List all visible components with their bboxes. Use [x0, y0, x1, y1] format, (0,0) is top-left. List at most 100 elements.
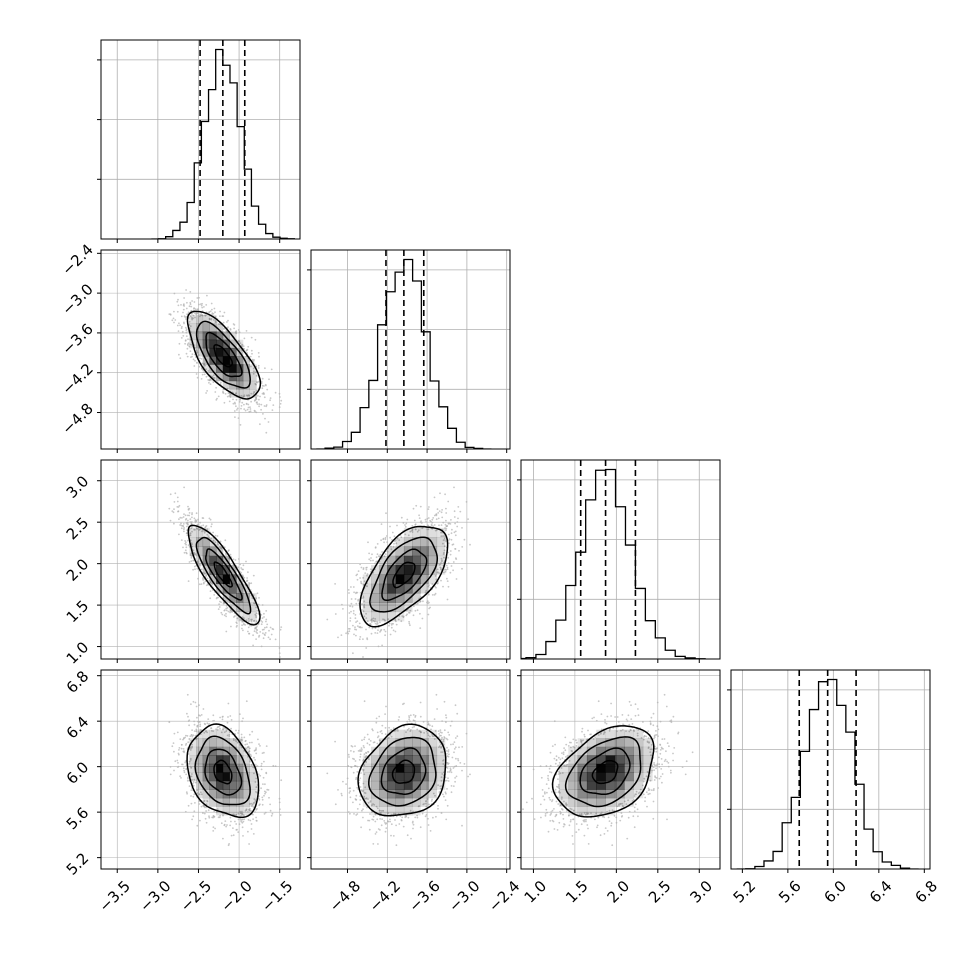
sample-point — [425, 805, 428, 808]
contour-level-1 — [213, 759, 233, 785]
sample-point — [447, 585, 450, 588]
density-cell — [196, 755, 204, 765]
sample-point — [554, 791, 557, 794]
density-cell — [189, 537, 197, 547]
sample-point — [349, 617, 352, 619]
sample-point — [272, 628, 275, 631]
sample-point — [201, 373, 204, 376]
sample-point — [270, 633, 273, 636]
sample-point — [380, 730, 383, 732]
density-cell — [202, 780, 210, 790]
sample-point — [555, 800, 558, 803]
sample-point — [420, 522, 423, 524]
sample-point — [561, 757, 564, 760]
sample-point — [551, 791, 553, 793]
sample-point — [269, 809, 272, 812]
x-tick-label: −4.8 — [326, 877, 364, 915]
sample-point — [377, 828, 380, 830]
sample-point — [438, 563, 441, 566]
sample-point — [245, 349, 248, 352]
sample-point — [341, 794, 343, 797]
sample-point — [180, 315, 183, 318]
sample-point — [426, 732, 429, 735]
sample-point — [368, 558, 371, 561]
sample-point — [363, 736, 366, 739]
sample-point — [179, 357, 182, 360]
density-cell — [403, 738, 413, 748]
sample-point — [392, 545, 395, 548]
sample-point — [362, 808, 364, 811]
sample-point — [639, 791, 641, 794]
density-cell — [229, 806, 237, 816]
density-cell — [222, 583, 230, 594]
sample-point — [438, 736, 440, 739]
sample-point — [187, 580, 190, 582]
density-cell — [222, 331, 230, 341]
sample-point — [350, 610, 352, 613]
panel-ticks — [307, 480, 508, 663]
sample-point — [190, 767, 193, 769]
density-cell — [395, 738, 405, 748]
sample-point — [246, 577, 249, 579]
sample-point — [218, 603, 221, 605]
sample-point — [429, 519, 431, 522]
sample-point — [440, 511, 443, 514]
sample-point — [565, 756, 567, 758]
sample-point — [192, 781, 195, 783]
sample-point — [232, 402, 235, 405]
sample-point — [211, 308, 213, 311]
sample-point — [257, 367, 260, 369]
density-cell — [236, 339, 244, 349]
sample-point — [255, 411, 258, 414]
sample-point — [334, 613, 337, 615]
sample-point — [204, 526, 207, 529]
sample-point — [368, 552, 370, 555]
sample-point — [195, 728, 198, 731]
sample-point — [445, 792, 447, 795]
sample-point — [663, 760, 666, 762]
sample-point — [241, 814, 244, 816]
sample-point — [441, 516, 444, 519]
sample-point — [223, 824, 226, 827]
density-cell — [236, 389, 244, 398]
sample-point — [621, 815, 624, 817]
density-cell — [403, 772, 413, 782]
sample-point — [203, 800, 205, 803]
sample-point — [362, 745, 365, 747]
sample-point — [455, 765, 458, 767]
sample-point — [241, 826, 244, 829]
density-cell — [624, 746, 634, 756]
sample-point — [390, 823, 393, 826]
density-cell — [209, 729, 217, 739]
sample-point — [600, 732, 602, 734]
sample-point — [250, 349, 253, 352]
sample-point — [169, 313, 172, 315]
sample-point — [355, 814, 358, 816]
sample-point — [197, 308, 200, 311]
sample-point — [278, 801, 281, 804]
sample-point — [441, 751, 444, 753]
sample-point — [634, 703, 637, 706]
sample-point — [467, 518, 469, 520]
sample-point — [658, 777, 661, 780]
sample-point — [255, 791, 257, 793]
sample-point — [195, 730, 198, 732]
density-cell — [229, 364, 237, 373]
density-cell — [379, 593, 388, 603]
sample-point — [569, 820, 572, 823]
sample-point — [446, 746, 448, 749]
density-cell — [558, 772, 569, 782]
sample-point — [264, 367, 266, 370]
contour-level-2 — [579, 747, 631, 796]
sample-point — [347, 632, 350, 635]
sample-point — [189, 765, 192, 768]
density-cell — [395, 763, 405, 773]
sample-point — [190, 795, 192, 797]
sample-point — [452, 785, 455, 787]
sample-point — [435, 815, 437, 818]
sample-point — [561, 772, 564, 774]
density-cell — [222, 565, 230, 575]
sample-point — [385, 535, 388, 537]
sample-point — [350, 602, 353, 605]
sample-point — [378, 715, 381, 718]
